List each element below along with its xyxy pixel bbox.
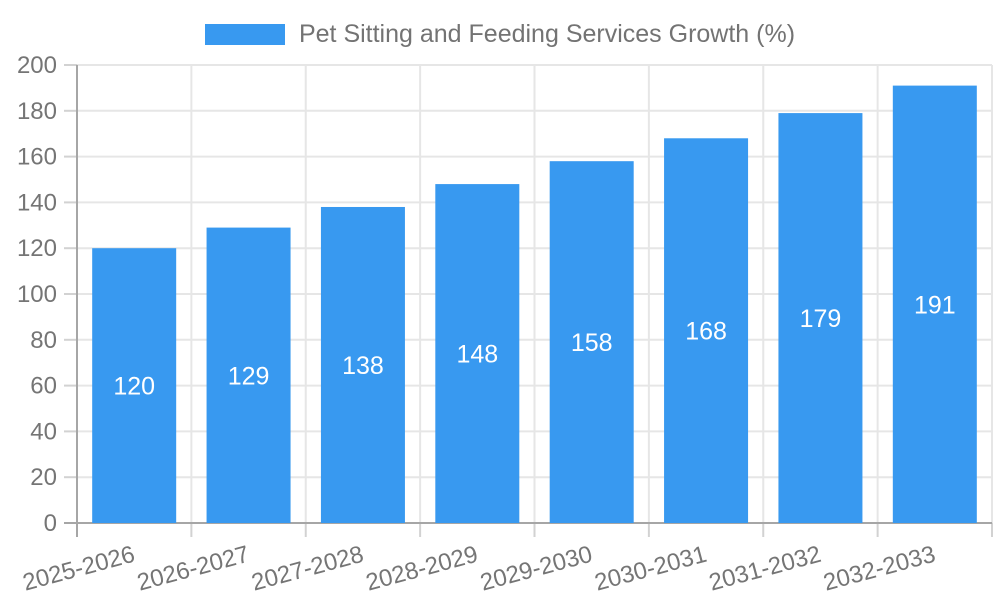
y-tick-label: 120 xyxy=(17,235,57,262)
y-tick-label: 140 xyxy=(17,189,57,216)
x-tick-label: 2027-2028 xyxy=(249,541,367,597)
y-tick-label: 100 xyxy=(17,281,57,308)
y-tick-label: 20 xyxy=(30,464,57,491)
bar[interactable] xyxy=(778,113,863,523)
y-tick-label: 180 xyxy=(17,98,57,125)
legend-swatch xyxy=(204,24,285,45)
y-tick-label: 200 xyxy=(17,52,57,79)
bar[interactable] xyxy=(892,85,977,524)
bar-value-label: 158 xyxy=(571,329,613,357)
bar[interactable] xyxy=(206,227,291,523)
y-tick-label: 40 xyxy=(30,418,57,445)
x-tick-label: 2029-2030 xyxy=(477,541,595,597)
legend-label: Pet Sitting and Feeding Services Growth … xyxy=(298,20,796,48)
bar[interactable] xyxy=(320,206,405,524)
y-tick-label: 80 xyxy=(30,327,57,354)
bar-value-label: 120 xyxy=(113,373,155,401)
bar-value-label: 148 xyxy=(456,341,498,369)
y-tick-label: 160 xyxy=(17,144,57,171)
bar[interactable] xyxy=(664,138,749,523)
bar-value-label: 129 xyxy=(228,362,270,390)
bar-value-label: 191 xyxy=(914,291,956,319)
bar-value-label: 179 xyxy=(800,305,842,333)
x-tick-label: 2031-2032 xyxy=(706,541,824,597)
bar[interactable] xyxy=(92,248,177,523)
bar-value-label: 138 xyxy=(342,352,384,380)
y-tick-label: 60 xyxy=(30,373,57,400)
x-tick-label: 2026-2027 xyxy=(134,541,252,597)
x-tick-label: 2028-2029 xyxy=(363,541,481,597)
bar-value-label: 168 xyxy=(685,318,727,346)
x-tick-label: 2030-2031 xyxy=(592,541,710,597)
x-tick-label: 2032-2033 xyxy=(821,541,939,597)
legend-item[interactable]: Pet Sitting and Feeding Services Growth … xyxy=(0,20,1000,49)
x-tick-label: 2025-2026 xyxy=(20,541,138,597)
y-tick-label: 0 xyxy=(44,510,57,537)
bar[interactable] xyxy=(435,184,520,523)
bar[interactable] xyxy=(549,161,634,523)
